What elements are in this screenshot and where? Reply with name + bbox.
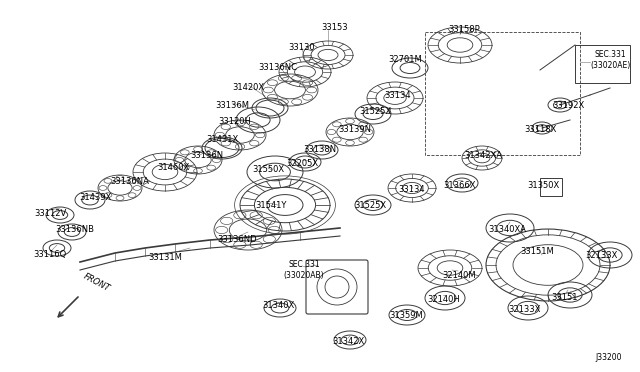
Text: 33116Q: 33116Q [33,250,67,260]
Bar [575,45,630,83]
Text: 33136N: 33136N [191,151,223,160]
Text: 31340X: 31340X [262,301,294,310]
Text: J33200: J33200 [595,353,622,362]
Text: 32133X: 32133X [585,250,617,260]
Text: 31342XA: 31342XA [464,151,502,160]
Text: 32701M: 32701M [388,55,422,64]
Text: 33192X: 33192X [552,100,584,109]
Text: 33136M: 33136M [215,102,249,110]
Text: 31541Y: 31541Y [255,202,287,211]
Text: 33112V: 33112V [34,208,66,218]
Text: 33136NC: 33136NC [259,64,298,73]
Text: 31350X: 31350X [527,180,559,189]
Text: 31431X: 31431X [206,135,238,144]
Text: 33153: 33153 [322,23,348,32]
Text: 33158P: 33158P [448,26,480,35]
Text: SEC.331
(33020AB): SEC.331 (33020AB) [284,260,324,280]
Text: 33120H: 33120H [219,118,252,126]
Text: 33136NA: 33136NA [111,177,149,186]
Text: 33130: 33130 [289,44,316,52]
Text: 31366X: 31366X [444,180,476,189]
Text: FRONT: FRONT [82,272,111,293]
Text: 33131M: 33131M [148,253,182,263]
Text: 33136ND: 33136ND [217,235,257,244]
Text: 33151: 33151 [552,294,579,302]
Text: 31439X: 31439X [79,193,111,202]
Text: 31460X: 31460X [157,163,189,171]
Text: 33139N: 33139N [339,125,371,135]
Text: 31420X: 31420X [232,83,264,93]
Text: 33136NB: 33136NB [56,225,95,234]
Bar [540,178,562,196]
Text: 31340XA: 31340XA [488,225,526,234]
Text: 33134: 33134 [385,90,412,99]
Text: 31359M: 31359M [389,311,423,320]
Text: 32140H: 32140H [428,295,460,305]
Text: 33151M: 33151M [520,247,554,257]
Text: 31525X: 31525X [359,108,391,116]
Text: SEC.331
(33020AE): SEC.331 (33020AE) [590,50,630,70]
Text: 33118X: 33118X [524,125,556,135]
Text: 32140M: 32140M [442,270,476,279]
Text: 32133X: 32133X [508,305,540,314]
Text: 31525X: 31525X [354,201,386,209]
Text: 33134: 33134 [399,186,426,195]
Text: 31550X: 31550X [252,166,284,174]
Text: 31342X: 31342X [332,337,364,346]
Text: 32205X: 32205X [286,158,318,167]
Text: 33138N: 33138N [303,145,337,154]
